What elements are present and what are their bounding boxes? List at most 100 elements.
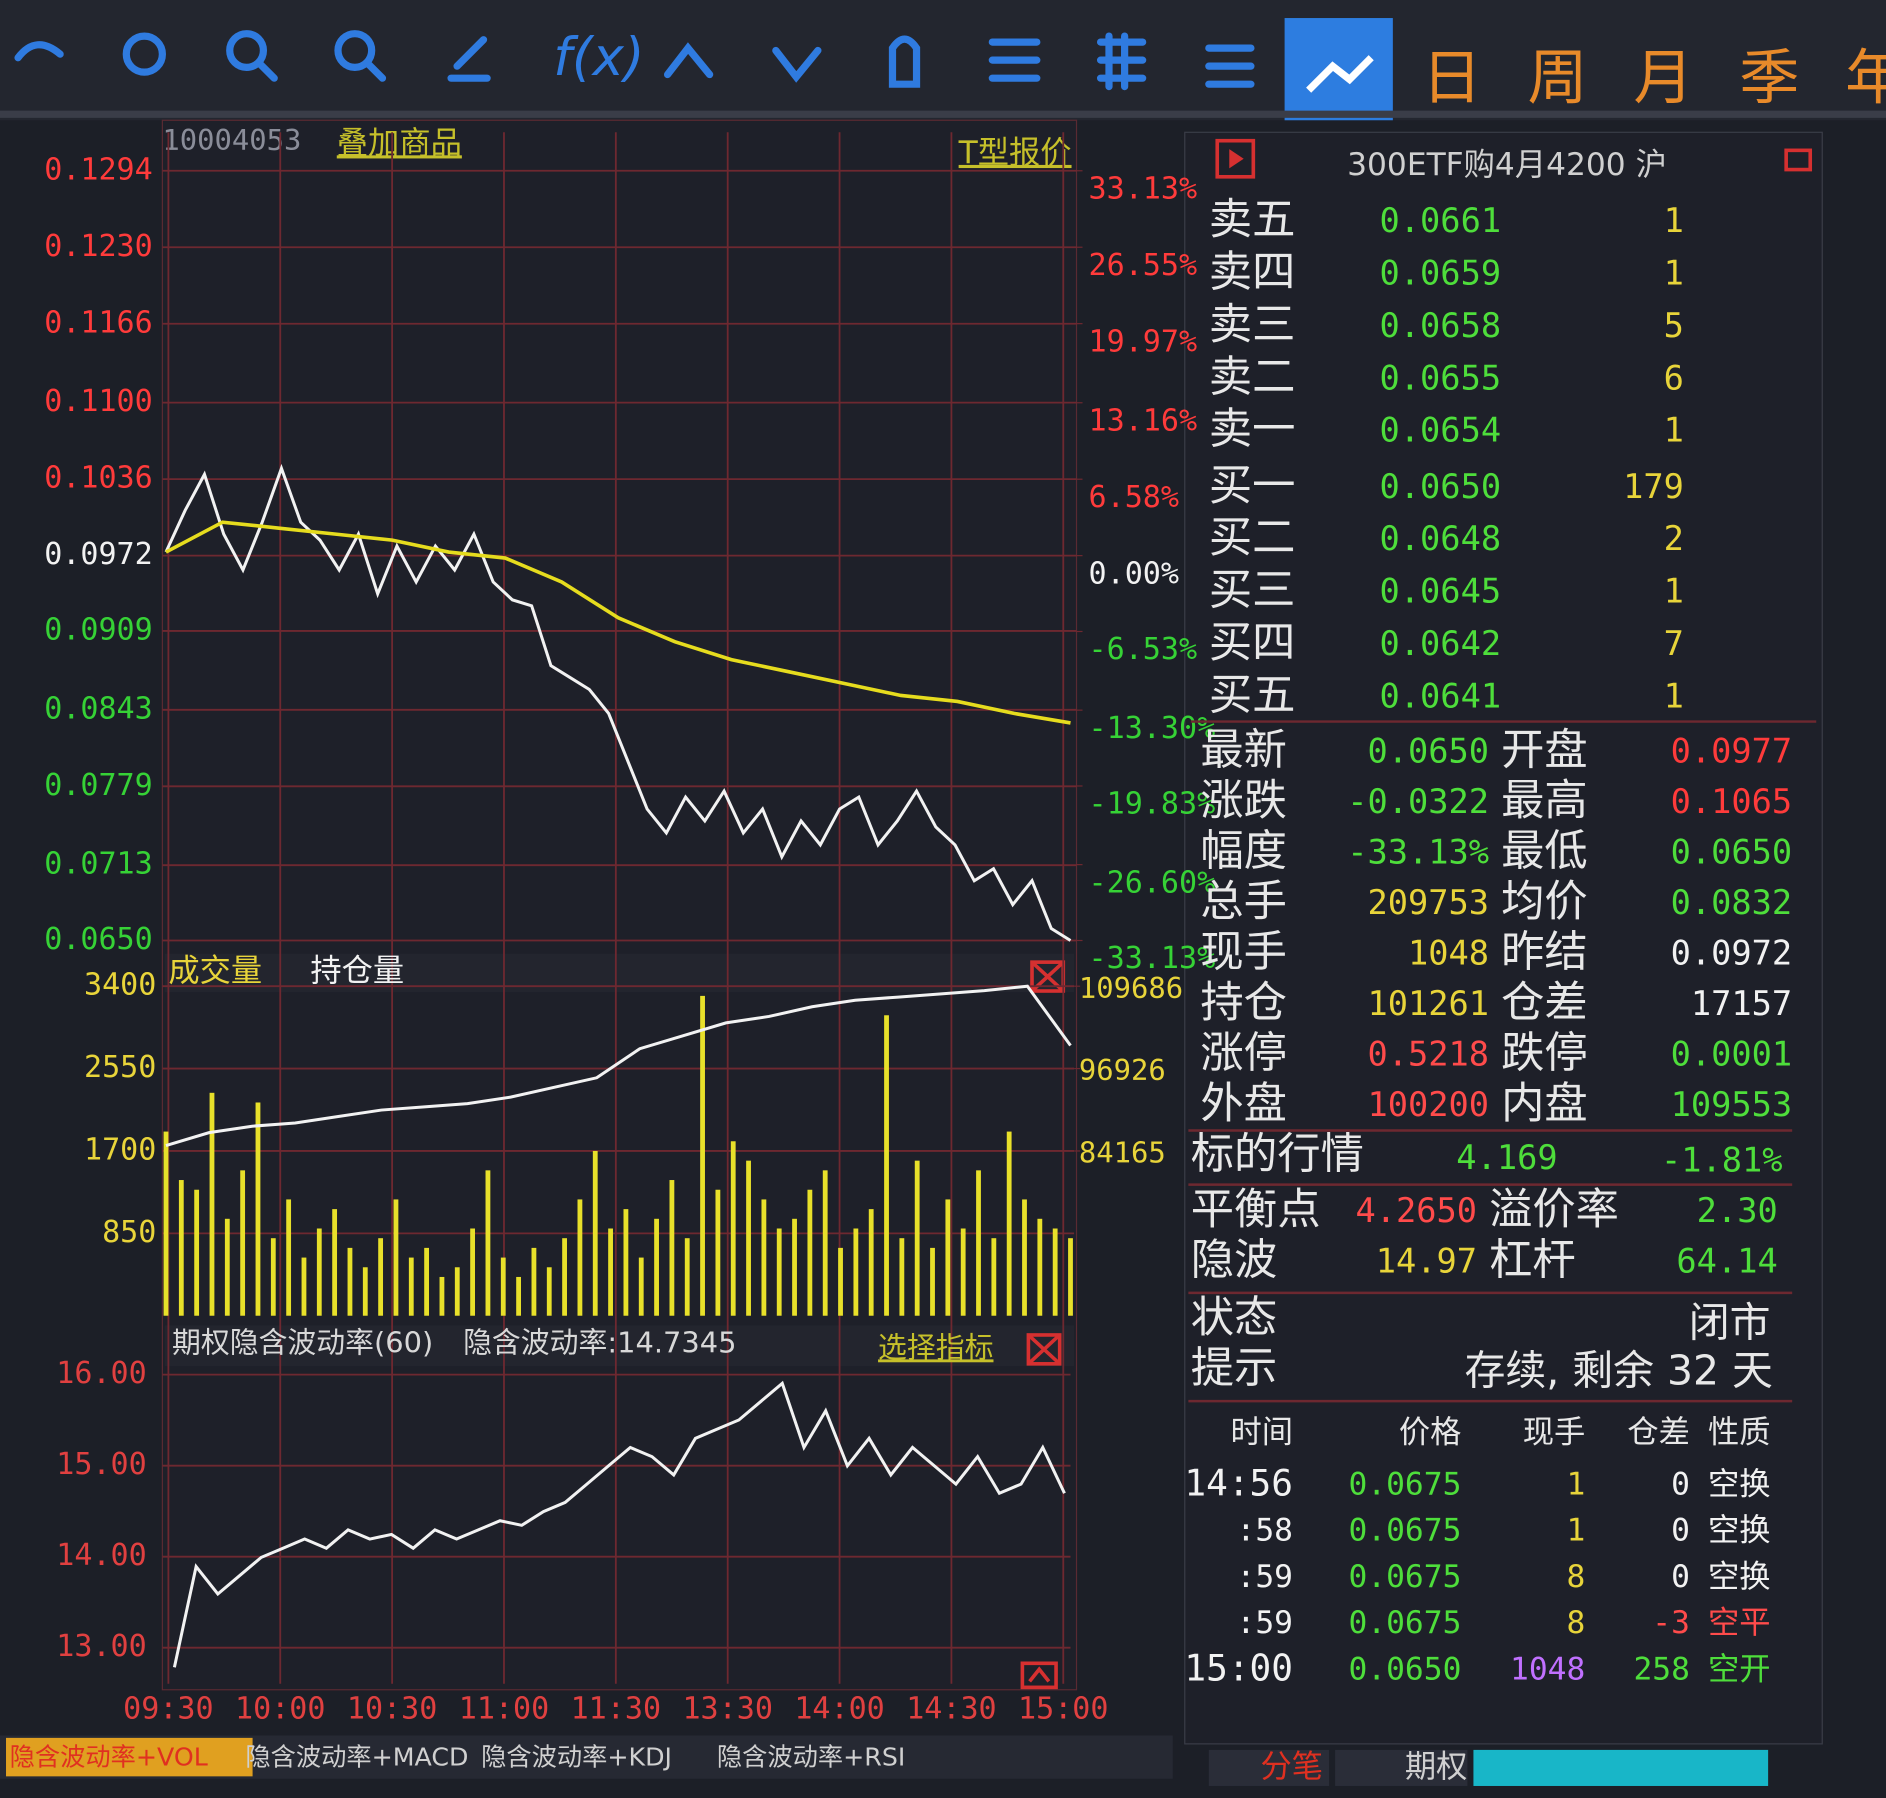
volume-bar [347, 1247, 353, 1316]
side-tab[interactable] [1208, 1749, 1330, 1786]
chart-icon [1306, 55, 1374, 93]
quote-label: 幅度 [1200, 826, 1287, 876]
trade-cell: 14:56 [1184, 1462, 1293, 1504]
trade-cell: 258 [1633, 1652, 1689, 1688]
book-label: 买一 [1209, 461, 1296, 511]
volume-bar [316, 1228, 322, 1316]
quote-value: 209753 [1367, 883, 1489, 922]
volume-bar [562, 1238, 567, 1316]
x-tick-label: 10:00 [235, 1692, 325, 1727]
quote-label: 开盘 [1501, 725, 1588, 775]
bottom-tab[interactable]: 隐含波动率+VOL [10, 1742, 208, 1771]
side-tab-active[interactable] [1473, 1749, 1769, 1786]
quote-value: 109553 [1671, 1085, 1793, 1124]
trade-cell: :59 [1237, 1605, 1293, 1641]
volume-bar [807, 1189, 813, 1316]
bottom-tab[interactable]: 隐含波动率+KDJ [481, 1742, 672, 1771]
overlay-link[interactable]: 叠加商品 [337, 125, 462, 161]
quote-label: 现手 [1200, 927, 1287, 977]
undo-icon[interactable] [14, 41, 64, 62]
average-line [165, 520, 1071, 725]
grid-icon[interactable] [1096, 32, 1147, 91]
fx-icon[interactable]: f(x) [553, 27, 644, 88]
side-tab-label[interactable]: 期权 [1405, 1749, 1468, 1785]
redo-icon[interactable] [122, 32, 166, 76]
quote-label: 最高 [1501, 776, 1588, 826]
period-button: 日 [1422, 43, 1482, 113]
x-tick-label: 14:00 [794, 1692, 884, 1727]
trade-cell: 15:00 [1184, 1648, 1293, 1690]
balance-label: 溢价率 [1489, 1185, 1619, 1235]
period-button: 周 [1528, 43, 1588, 113]
quote-value: 0.0650 [1671, 832, 1793, 871]
y2-tick-label: 19.97% [1089, 324, 1198, 359]
book-price: 0.0655 [1380, 358, 1502, 397]
quote-value: 0.1065 [1671, 782, 1793, 821]
quote-label: 涨停 [1200, 1028, 1287, 1078]
quote-label: 总手 [1200, 877, 1287, 927]
t-quote-link[interactable]: T型报价 [958, 135, 1072, 171]
iv-line [172, 1380, 1066, 1668]
trade-header: 现手 [1523, 1415, 1586, 1451]
zoom-out-icon[interactable] [334, 30, 376, 71]
volume-bar [730, 1141, 736, 1316]
trade-cell: 0.0675 [1348, 1513, 1461, 1549]
list-icon[interactable] [988, 38, 1041, 82]
select-indicator: 选择指标 [878, 1330, 993, 1364]
zoom-in-icon[interactable] [226, 30, 268, 71]
book-price: 0.0648 [1380, 519, 1502, 558]
quote-label: 最新 [1200, 725, 1287, 775]
quote-label: 均价 [1501, 877, 1588, 927]
side-tab[interactable] [1335, 1749, 1468, 1786]
y2-tick-label: 96926 [1079, 1053, 1166, 1087]
draw-icon[interactable] [447, 36, 491, 82]
balance-value: 64.14 [1676, 1241, 1777, 1280]
iv-title: 期权隐含波动率(60) [172, 1326, 433, 1360]
down-icon[interactable] [772, 46, 822, 83]
volume-bar [1068, 1238, 1073, 1316]
volume-bar [746, 1160, 751, 1316]
side-tab-label[interactable]: 分笔 [1261, 1749, 1324, 1785]
y-tick-label: 0.0843 [44, 691, 153, 726]
period-button: 月 [1633, 43, 1693, 113]
x-tick-label: 10:30 [347, 1692, 437, 1727]
volume-bar [761, 1199, 767, 1316]
active-bottom-tab[interactable] [6, 1737, 253, 1777]
status-label: 状态 [1191, 1293, 1278, 1343]
y-tick-label: 15.00 [56, 1447, 146, 1482]
volume-bar [255, 1102, 261, 1316]
close-button[interactable] [1784, 148, 1813, 172]
trade-cell: 空换 [1708, 1513, 1771, 1549]
bottom-tab[interactable]: 隐含波动率+RSI [717, 1742, 905, 1771]
bottom-tab[interactable]: 隐含波动率+MACD [245, 1742, 468, 1771]
y2-tick-label: 33.13% [1089, 172, 1198, 207]
volume-bar [945, 1199, 951, 1316]
hint-label: 提示 [1191, 1344, 1278, 1394]
alert-icon[interactable] [888, 35, 921, 88]
open-interest-line [165, 984, 1072, 1148]
quote-label: 仓差 [1501, 978, 1588, 1028]
volume-bar [1037, 1218, 1043, 1316]
trade-cell: 8 [1566, 1605, 1585, 1641]
x-tick-label: 09:30 [123, 1692, 213, 1727]
volume-bar [577, 1199, 583, 1316]
period-button: 季 [1739, 43, 1799, 113]
x-tick-label: 15:00 [1018, 1692, 1108, 1727]
trade-cell: 空开 [1708, 1652, 1771, 1688]
trade-cell: 空平 [1708, 1605, 1771, 1641]
quote-value: 0.0972 [1671, 933, 1793, 972]
trade-cell: 0.0650 [1348, 1652, 1461, 1688]
code: 10004053 [162, 123, 301, 157]
volume-bar [684, 1238, 690, 1316]
x-tick-label: 11:00 [459, 1692, 549, 1727]
balance-label: 隐波 [1191, 1235, 1278, 1285]
volume-bar [608, 1228, 613, 1316]
table-icon[interactable] [1205, 44, 1255, 88]
play-button[interactable] [1215, 138, 1256, 179]
book-qty: 1 [1664, 677, 1684, 716]
y2-tick-label: 84165 [1079, 1136, 1166, 1170]
volume-bar [976, 1170, 981, 1316]
up-icon[interactable] [663, 42, 714, 79]
volume-bar [332, 1209, 338, 1316]
